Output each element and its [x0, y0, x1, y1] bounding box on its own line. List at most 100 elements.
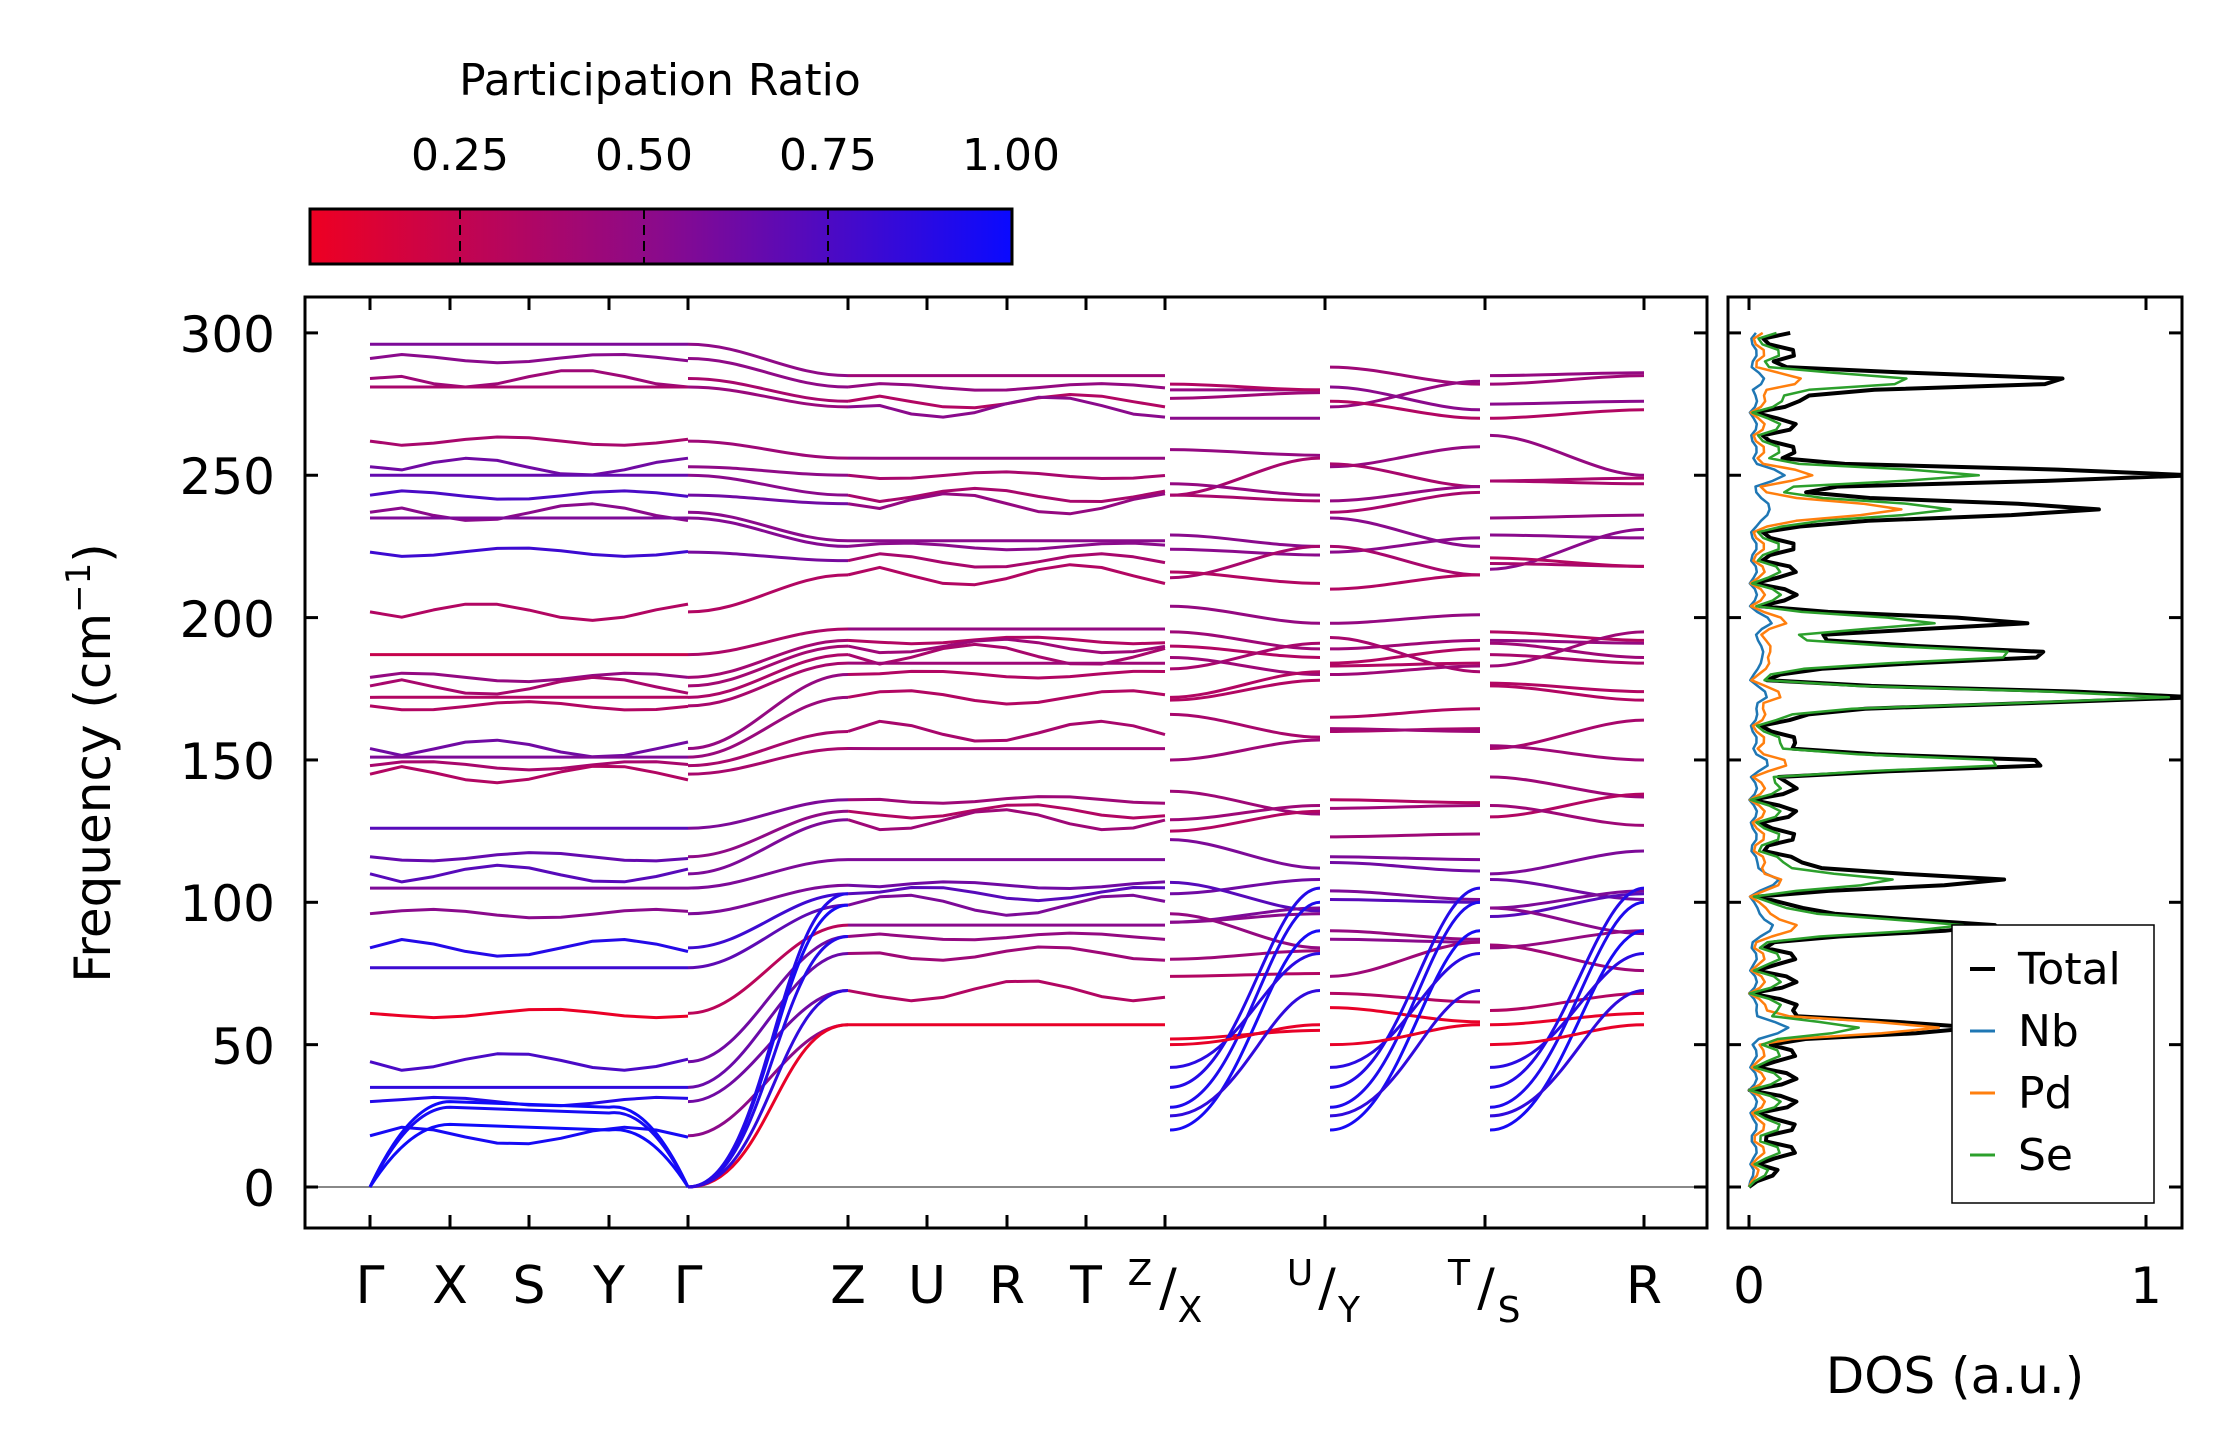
band-line — [369, 863, 689, 884]
dos-x-tick-label: 1 — [2130, 1257, 2162, 1315]
band-line — [847, 637, 1166, 655]
band-line — [1169, 547, 1321, 557]
band-line — [1329, 860, 1481, 873]
band-line — [1489, 900, 1645, 1109]
svg-text:Y: Y — [1337, 1290, 1361, 1331]
band-line — [1169, 900, 1321, 1109]
band-line — [1329, 989, 1481, 1118]
band-line — [687, 809, 849, 859]
band-line — [687, 903, 849, 970]
band-line — [369, 938, 689, 958]
kpoint-split-label: T / S — [1447, 1253, 1520, 1331]
band-line — [847, 470, 1166, 480]
band-line — [369, 502, 689, 522]
band-line — [687, 385, 849, 409]
band-line — [1329, 832, 1481, 839]
band-line — [847, 880, 1166, 890]
band-line — [687, 952, 849, 1089]
band-line — [1169, 644, 1321, 659]
band-line — [687, 661, 849, 708]
band-line — [687, 493, 849, 506]
band-line — [1489, 849, 1645, 876]
band-line — [1489, 1023, 1645, 1047]
band-line — [1329, 886, 1481, 1089]
band-line — [1169, 738, 1321, 762]
dos-panel: 0 1 DOS (a.u.) Total Nb Pd Se — [1726, 295, 2184, 1405]
band-line — [687, 989, 849, 1104]
y-tick-label: 200 — [180, 591, 275, 649]
band-line — [369, 489, 689, 501]
legend-label: Pd — [2018, 1068, 2072, 1119]
band-line — [687, 627, 849, 657]
band-line — [687, 342, 849, 378]
band-line — [1489, 374, 1645, 386]
svg-text:U: U — [1287, 1253, 1313, 1294]
band-line — [1329, 1006, 1481, 1024]
colorbar-tick-label: 0.25 — [411, 130, 509, 181]
band-line — [1169, 949, 1321, 961]
band-line — [1169, 989, 1321, 1118]
band-line — [368, 1105, 690, 1188]
band-line — [1489, 804, 1645, 827]
y-axis-label: Frequency (cm−1) — [59, 543, 122, 983]
band-line — [1489, 886, 1645, 1089]
band-line — [1169, 804, 1321, 822]
y-tick-label: 50 — [211, 1018, 275, 1076]
band-line — [1489, 878, 1645, 901]
band-line — [369, 675, 689, 696]
band-line — [1329, 385, 1481, 412]
band-line — [847, 795, 1166, 805]
band-line — [1489, 906, 1645, 936]
band-line — [687, 376, 849, 403]
band-line — [847, 541, 1166, 552]
band-line — [1169, 493, 1321, 503]
band-line — [1169, 912, 1321, 924]
svg-text:S: S — [1498, 1290, 1521, 1331]
kpoint-split-label: U / Y — [1287, 1253, 1361, 1331]
band-line — [1489, 718, 1645, 751]
dos-x-tick-label: 0 — [1733, 1257, 1765, 1315]
band-line — [1329, 661, 1481, 668]
band-line — [1489, 433, 1645, 477]
band-line — [687, 989, 849, 1189]
y-tick-label: 300 — [180, 306, 275, 364]
y-tick-label: 250 — [180, 448, 275, 506]
svg-text:X: X — [1178, 1290, 1203, 1331]
band-line — [1329, 900, 1481, 1109]
band-line — [1489, 681, 1645, 694]
band-line — [369, 851, 689, 863]
band-line — [1329, 991, 1481, 1004]
band-line — [847, 886, 1166, 903]
band-line — [1329, 379, 1481, 409]
band-line — [1169, 789, 1321, 816]
dos-ticks — [1728, 297, 2182, 1228]
band-line — [368, 1122, 690, 1188]
band-line — [1329, 490, 1481, 514]
band-line — [369, 456, 689, 477]
band-line — [847, 563, 1166, 587]
band-line — [847, 689, 1166, 706]
colorbar-tick-label: 1.00 — [962, 130, 1060, 181]
band-line — [1329, 638, 1481, 651]
band-line — [369, 546, 689, 558]
dos-x-axis-label: DOS (a.u.) — [1826, 1347, 2085, 1405]
kpoint-label: R — [989, 1256, 1025, 1316]
band-line — [1489, 952, 1645, 1069]
svg-text:T: T — [1447, 1253, 1471, 1294]
colorbar: Participation Ratio 0.25 0.50 0.75 1.00 — [308, 55, 1060, 266]
band-line — [1329, 399, 1481, 420]
band-panel: 0 50 100 150 200 250 300 Frequency (cm−1… — [59, 295, 1709, 1331]
kpoint-label: Γ — [356, 1256, 385, 1316]
band-line — [1169, 544, 1321, 580]
band-lines — [368, 342, 1645, 1189]
band-line — [369, 907, 689, 920]
band-line — [1329, 929, 1481, 1132]
band-line — [847, 382, 1166, 392]
band-line — [847, 803, 1166, 820]
band-line — [1489, 371, 1645, 378]
band-line — [1329, 897, 1481, 904]
band-ticks — [305, 297, 1707, 1228]
colorbar-gradient — [308, 207, 1014, 266]
band-line — [847, 669, 1166, 680]
band-line — [1489, 929, 1645, 1132]
